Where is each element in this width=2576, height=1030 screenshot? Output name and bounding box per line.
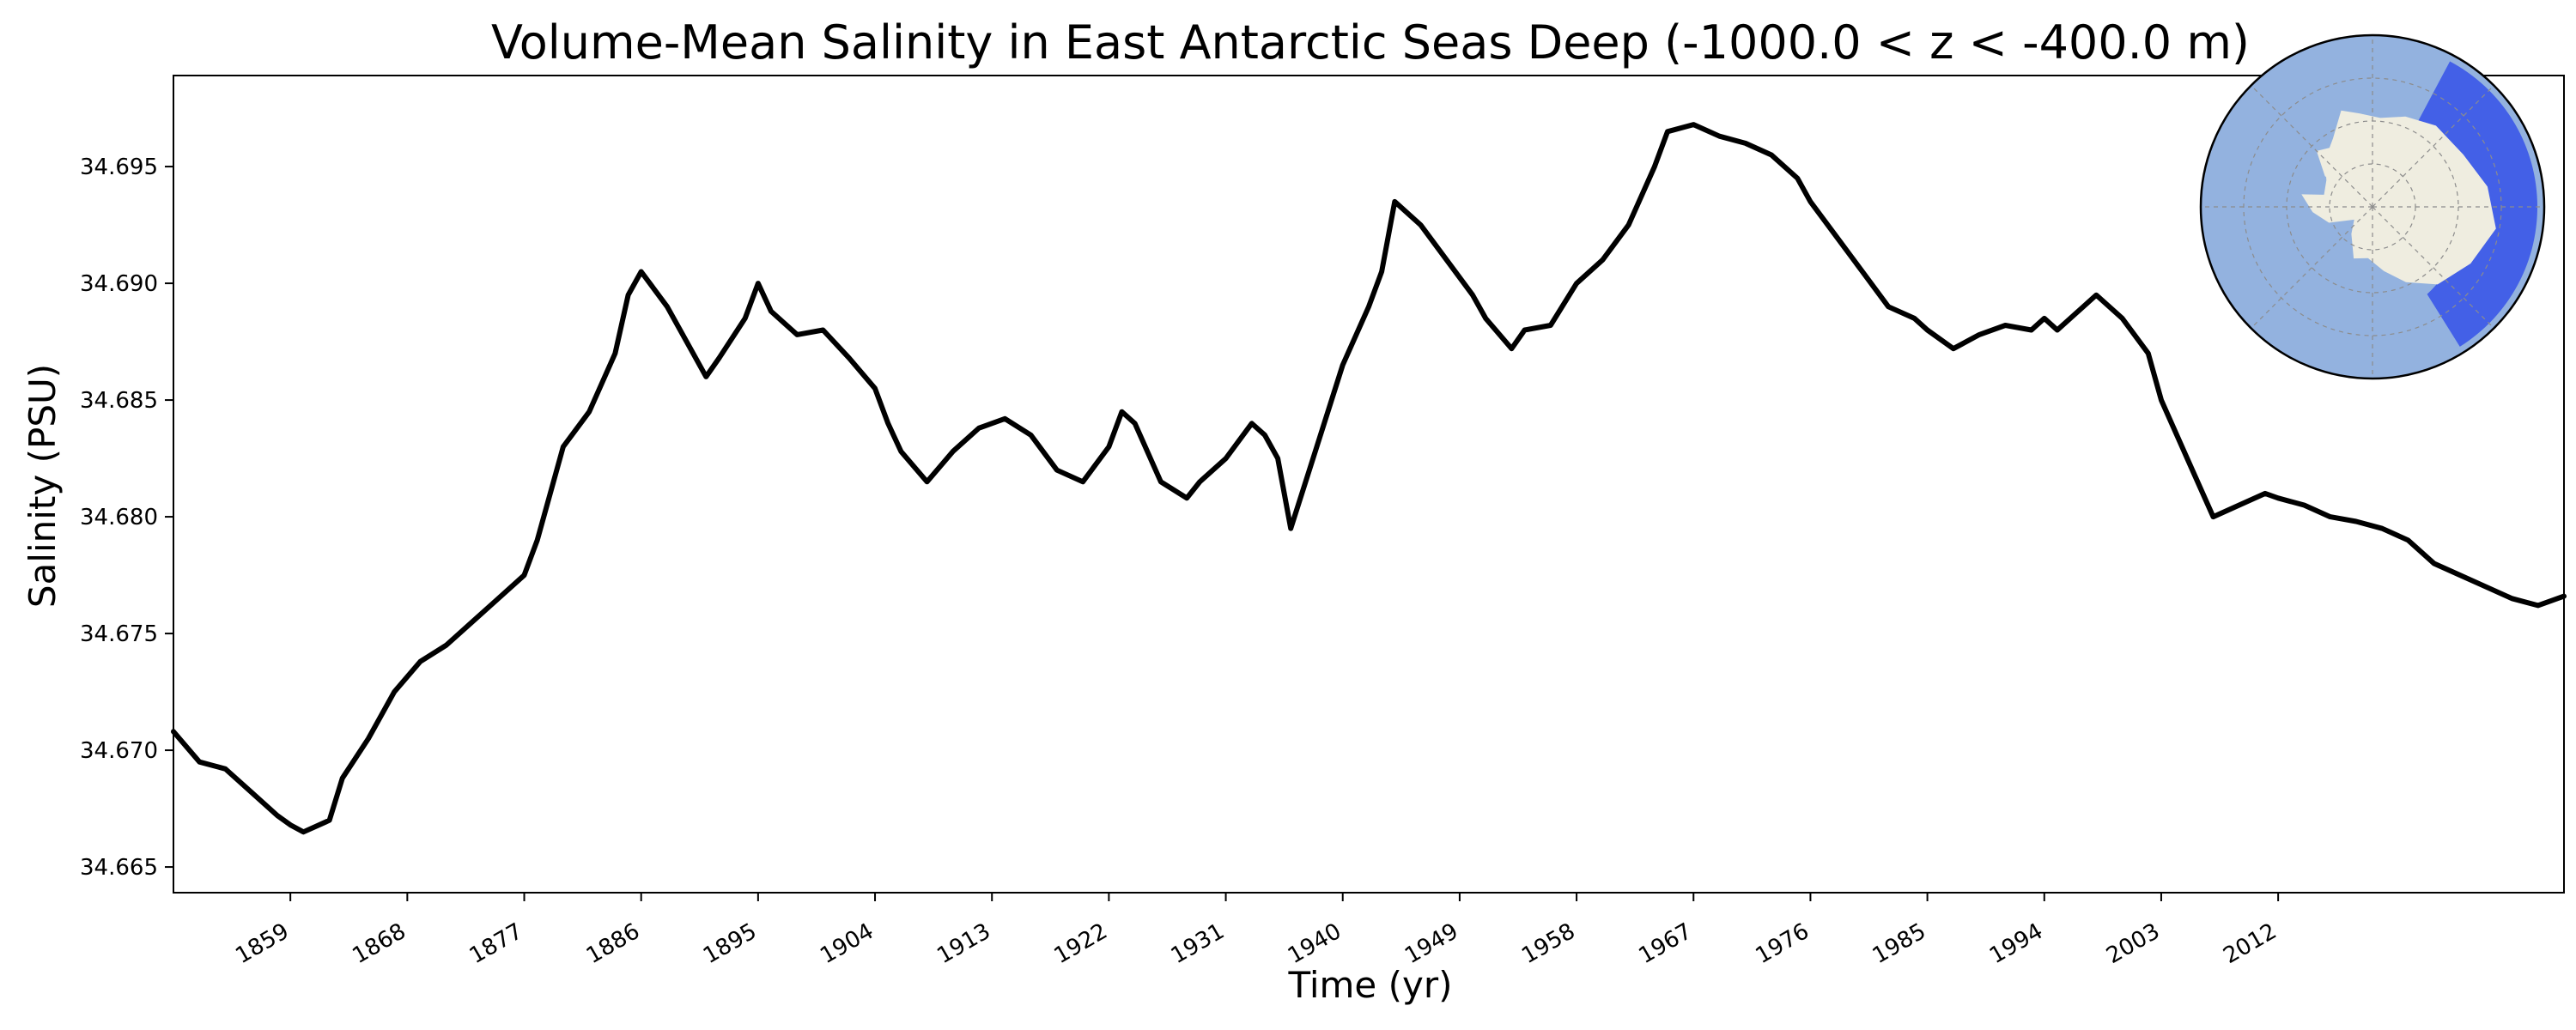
map-border — [2199, 33, 2546, 380]
y-tick-label: 34.675 — [80, 621, 158, 647]
longitude-gridline — [2372, 85, 2494, 208]
x-tick-label: 1922 — [1050, 918, 1112, 969]
chart-title: Volume-Mean Salinity in East Antarctic S… — [491, 15, 2250, 70]
x-tick-label: 1976 — [1752, 918, 1814, 969]
longitude-gridline — [2251, 206, 2373, 329]
x-tick-label: 1904 — [816, 918, 878, 969]
y-tick-label: 34.695 — [80, 154, 158, 180]
x-tick-label: 1985 — [1868, 918, 1930, 969]
x-tick-label: 1859 — [231, 918, 293, 969]
x-tick-label: 1868 — [349, 918, 410, 969]
x-tick-label: 1940 — [1284, 918, 1346, 969]
x-axis-label: Time (yr) — [1287, 964, 1452, 1006]
y-tick-label: 34.690 — [80, 271, 158, 297]
y-axis-label: Salinity (PSU) — [21, 364, 64, 608]
series-line-0 — [171, 122, 2567, 835]
longitude-gridline — [2251, 85, 2373, 208]
plot-frame — [173, 75, 2565, 894]
x-tick-label: 1913 — [933, 918, 994, 969]
antarctica-land — [2301, 110, 2496, 285]
y-tick-label: 34.670 — [80, 738, 158, 764]
x-tick-label: 1994 — [1985, 918, 2047, 969]
x-tick-label: 1931 — [1167, 918, 1229, 969]
y-tick-label: 34.665 — [80, 855, 158, 881]
x-tick-label: 1877 — [465, 918, 527, 969]
plot-area — [171, 75, 2567, 894]
x-tick-label: 1967 — [1634, 918, 1696, 969]
x-tick-label: 2012 — [2219, 918, 2281, 969]
axis-ticks: 34.665 34.670 34.675 34.680 34.685 34.690 34.6… — [80, 154, 2281, 969]
x-tick-label: 1886 — [582, 918, 644, 969]
y-tick-label: 34.680 — [80, 505, 158, 530]
x-tick-label: 1895 — [699, 918, 761, 969]
x-tick-label: 2003 — [2102, 918, 2164, 969]
y-tick-label: 34.685 — [80, 388, 158, 414]
longitude-gridline — [2372, 206, 2494, 329]
region-inset-map — [2199, 33, 2546, 380]
x-tick-label: 1949 — [1400, 918, 1462, 969]
x-tick-label: 1958 — [1517, 918, 1579, 969]
